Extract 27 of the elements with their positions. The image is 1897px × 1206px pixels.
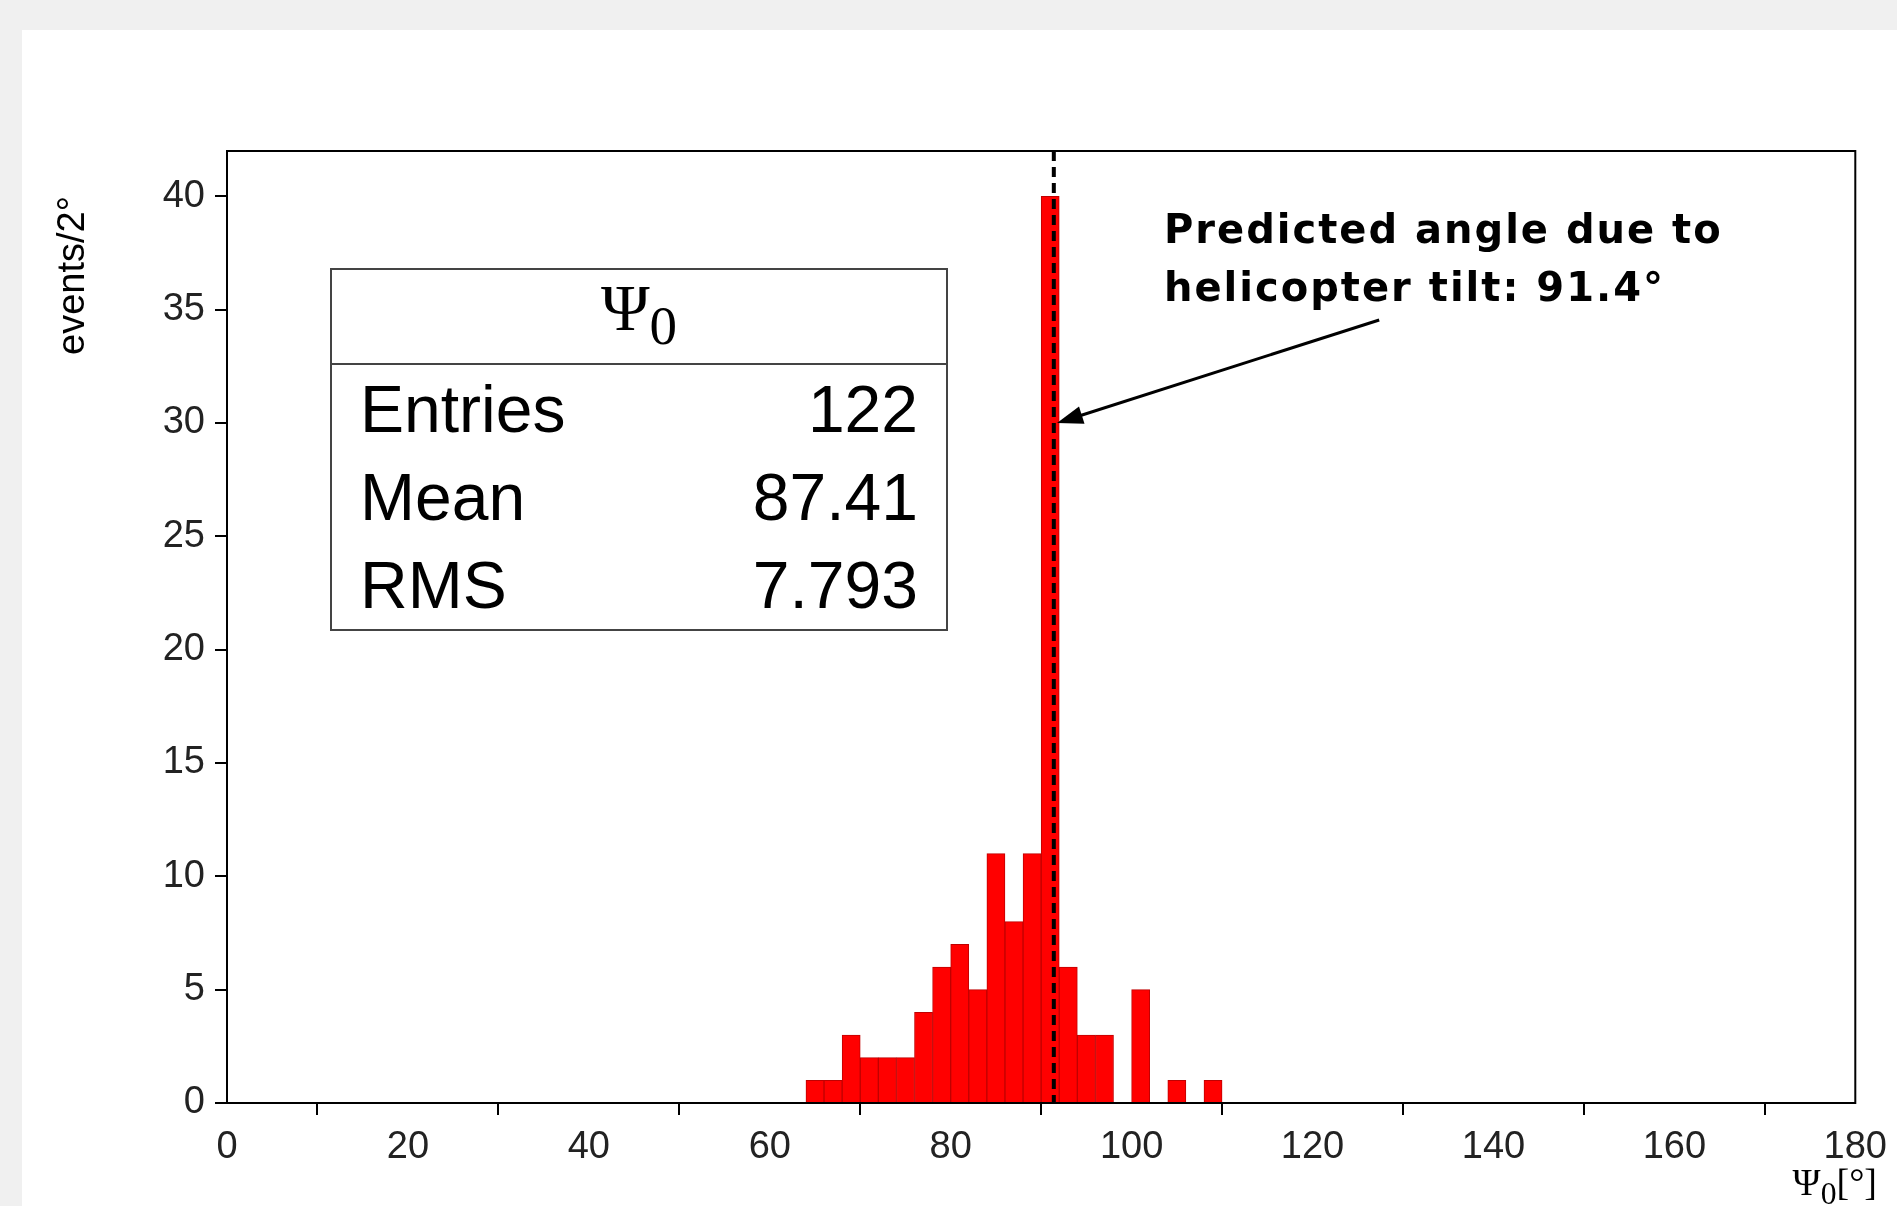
annotation: Predicted angle due to helicopter tilt: 91.4° <box>1164 205 1724 312</box>
y-tick-label: 35 <box>162 286 205 329</box>
x-tick-label: 140 <box>1461 1124 1526 1167</box>
x-tick-label: 0 <box>216 1124 238 1167</box>
x-tick-label: 20 <box>386 1124 430 1167</box>
y-axis-title: events/2° <box>50 196 93 355</box>
y-tick-label: 0 <box>183 1079 205 1122</box>
annotation: Ψ$_{0}$ <box>332 270 946 366</box>
y-tick-label: 15 <box>162 739 205 782</box>
y-tick-label: 20 <box>162 626 205 669</box>
x-tick-label: 100 <box>1099 1124 1164 1167</box>
y-tick-label: 40 <box>162 172 205 215</box>
y-tick-label: 10 <box>162 852 205 895</box>
annotation: 87.41 <box>751 459 919 537</box>
x-tick-label: 40 <box>567 1124 610 1167</box>
annotation: RMS <box>359 547 508 625</box>
x-tick-label: 120 <box>1280 1124 1345 1167</box>
annotation: 7.793 <box>751 547 919 625</box>
annotation: Entries <box>359 371 567 449</box>
x-tick-label: 80 <box>929 1124 972 1167</box>
annotation: 122 <box>806 371 919 449</box>
x-tick-label: 160 <box>1642 1124 1707 1167</box>
annotation: Mean <box>359 459 527 537</box>
y-tick-label: 30 <box>162 399 205 442</box>
y-tick-label: 5 <box>183 966 205 1009</box>
y-tick-label: 25 <box>162 512 205 555</box>
x-tick-label: 60 <box>748 1124 791 1167</box>
